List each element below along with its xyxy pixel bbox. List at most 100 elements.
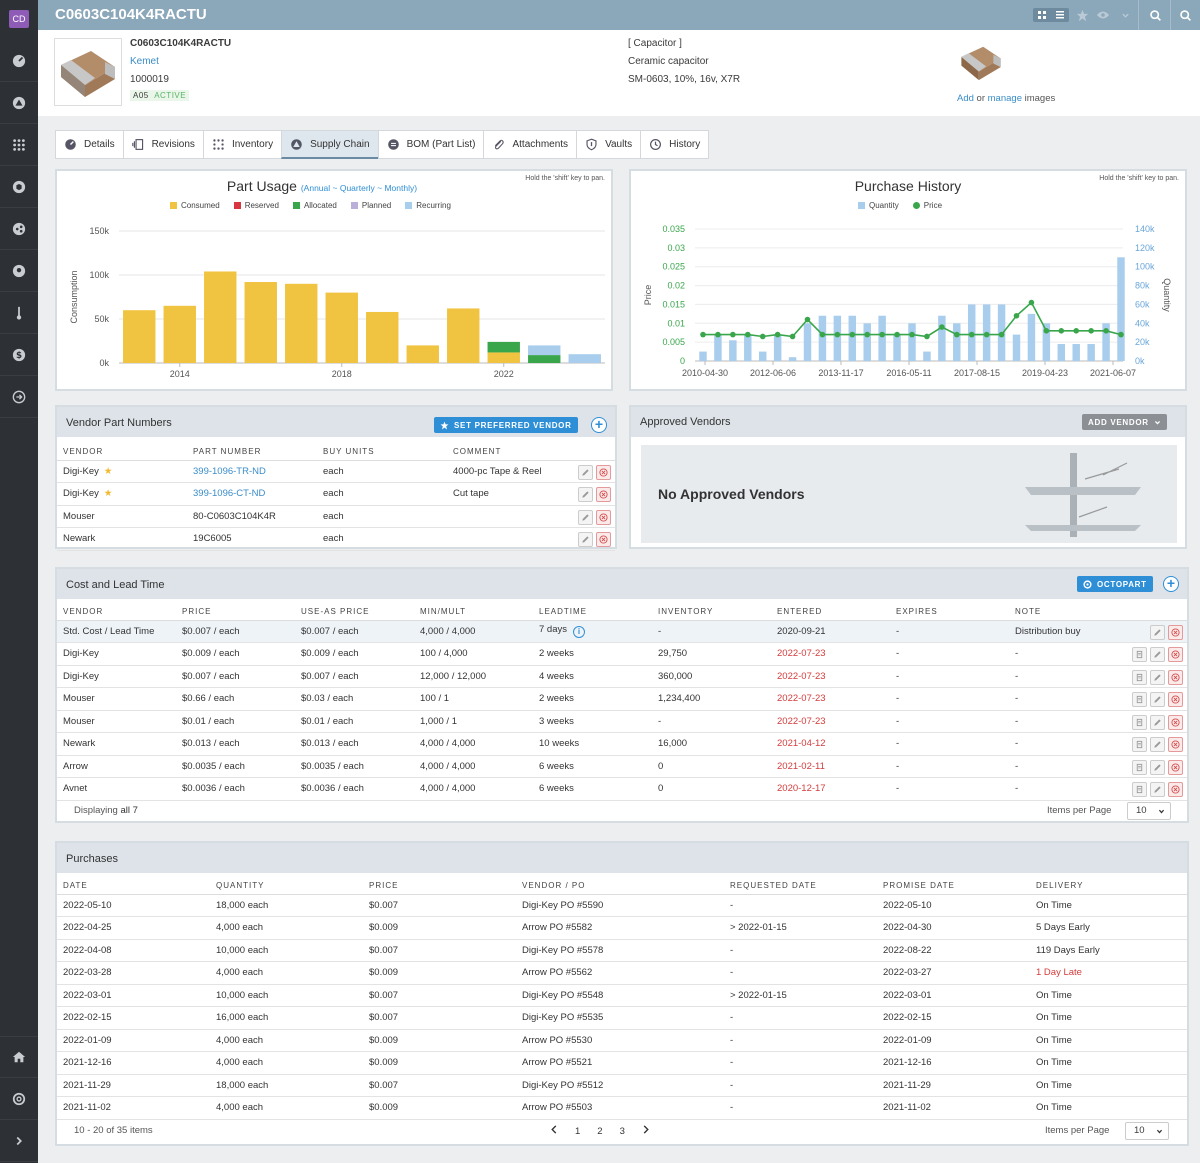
legend-item[interactable]: Planned <box>350 201 391 210</box>
price-point[interactable] <box>819 331 826 338</box>
app-badge[interactable]: CD <box>9 10 29 28</box>
part-number-link[interactable]: 399-1096-TR-ND <box>193 465 266 477</box>
column-header[interactable]: LEADTIME <box>533 603 652 621</box>
quantity-bar[interactable] <box>1027 313 1036 361</box>
price-point[interactable] <box>864 331 871 338</box>
quantity-bar[interactable] <box>1087 344 1095 361</box>
quantity-bar[interactable] <box>848 315 857 361</box>
sidebar-dashboard[interactable] <box>0 40 38 82</box>
tab-attachments[interactable]: Attachments <box>483 130 577 159</box>
search-icon[interactable] <box>1176 6 1194 24</box>
table-row[interactable]: Mouser $0.01 / each $0.01 / each 1,000 / 1 3… <box>57 710 1187 733</box>
quantity-bar[interactable] <box>818 315 827 361</box>
eye-icon[interactable] <box>1094 6 1112 24</box>
details-button[interactable] <box>1132 669 1147 685</box>
scan-search-icon[interactable] <box>1146 6 1164 24</box>
table-row[interactable]: 2022-03-01 10,000 each $0.007 Digi-Key PO #… <box>57 984 1187 1007</box>
table-row[interactable]: Mouser $0.66 / each $0.03 / each 100 / 1 2 w… <box>57 687 1187 711</box>
quantity-bar[interactable] <box>758 351 767 361</box>
column-header[interactable]: ENTERED <box>771 603 890 621</box>
bar-consumed[interactable] <box>487 352 520 363</box>
quantity-bar[interactable] <box>773 334 782 361</box>
grid-view-icon[interactable] <box>1033 8 1051 22</box>
quantity-bar[interactable] <box>699 351 707 361</box>
edit-button[interactable] <box>578 509 593 525</box>
add-vendor-part-button[interactable]: + <box>591 417 607 433</box>
quantity-bar[interactable] <box>863 323 871 361</box>
price-point[interactable] <box>939 324 945 330</box>
price-point[interactable] <box>1088 328 1094 334</box>
column-header[interactable]: USE-AS PRICE <box>295 603 414 621</box>
price-point[interactable] <box>730 331 736 338</box>
table-row[interactable]: Digi-Key $0.007 / each $0.007 / each 12,000… <box>57 665 1187 688</box>
column-header[interactable]: VENDOR <box>57 603 176 621</box>
table-row[interactable]: 2022-01-09 4,000 each $0.009 Arrow PO #5530… <box>57 1029 1187 1052</box>
quantity-bar[interactable] <box>953 323 961 361</box>
legend-item[interactable]: Reserved <box>233 201 279 210</box>
octopart-button[interactable]: OCTOPART <box>1077 576 1153 592</box>
price-point[interactable] <box>968 331 975 338</box>
delete-button[interactable] <box>596 509 611 525</box>
star-icon[interactable] <box>1073 6 1091 24</box>
price-point[interactable] <box>700 331 706 338</box>
quantity-bar[interactable] <box>788 357 797 361</box>
quantity-bar[interactable] <box>893 334 901 361</box>
edit-button[interactable] <box>1150 692 1165 707</box>
tab-vaults[interactable]: Vaults <box>576 130 641 159</box>
delete-button[interactable] <box>1168 782 1183 797</box>
quantity-bar[interactable] <box>878 315 886 361</box>
price-point[interactable] <box>774 331 781 338</box>
quantity-bar[interactable] <box>1102 323 1110 361</box>
column-header[interactable]: PART NUMBER <box>187 443 317 461</box>
delete-button[interactable] <box>1168 759 1183 775</box>
bar-recurring[interactable] <box>528 345 561 356</box>
sidebar-vendors[interactable] <box>0 250 38 292</box>
table-row[interactable]: 2022-05-10 18,000 each $0.007 Digi-Key PO #… <box>57 894 1187 917</box>
details-button[interactable] <box>1132 714 1147 730</box>
part-number-link[interactable]: 399-1096-CT-ND <box>193 488 266 500</box>
bar-consumed[interactable] <box>366 311 399 363</box>
part-thumbnail[interactable] <box>54 38 122 106</box>
table-row[interactable]: 2022-04-08 10,000 each $0.007 Digi-Key PO #… <box>57 939 1187 962</box>
price-point[interactable] <box>924 333 930 340</box>
part-image[interactable] <box>957 38 1005 86</box>
quantity-bar[interactable] <box>1057 344 1066 361</box>
set-preferred-vendor-button[interactable]: SET PREFERRED VENDOR <box>434 417 578 433</box>
details-button[interactable] <box>1132 737 1147 752</box>
bar-consumed[interactable] <box>406 345 439 363</box>
quantity-bar[interactable] <box>908 323 916 361</box>
column-header[interactable]: PRICE <box>363 877 516 895</box>
table-row[interactable]: Newark $0.013 / each $0.013 / each 4,000 / … <box>57 732 1187 756</box>
sidebar-parts[interactable] <box>0 166 38 208</box>
quantity-bar[interactable] <box>714 334 722 361</box>
quantity-bar[interactable] <box>833 315 842 361</box>
column-header[interactable]: INVENTORY <box>652 603 771 621</box>
add-images-link[interactable]: Add <box>957 93 974 104</box>
bar-consumed[interactable] <box>244 282 277 363</box>
price-point[interactable] <box>1073 328 1080 334</box>
quantity-bar[interactable] <box>1117 257 1125 361</box>
column-header[interactable]: NOTE <box>1009 603 1187 621</box>
column-header[interactable]: DELIVERY <box>1030 877 1187 895</box>
delete-button[interactable] <box>1168 647 1183 662</box>
edit-button[interactable] <box>578 487 593 502</box>
info-icon[interactable]: i <box>573 626 585 639</box>
edit-button[interactable] <box>578 532 593 547</box>
page-1-button[interactable]: 1 <box>575 1125 581 1137</box>
price-point[interactable] <box>849 331 856 338</box>
price-point[interactable] <box>804 316 811 323</box>
quantity-bar[interactable] <box>1072 344 1080 361</box>
bar-consumed[interactable] <box>285 283 318 363</box>
legend-item[interactable]: Consumed <box>170 201 220 210</box>
legend-item[interactable]: Quantity <box>858 201 899 210</box>
table-row[interactable]: Mouser 80-C0603C104K4R each <box>57 505 615 528</box>
next-page-icon[interactable] <box>642 1125 650 1137</box>
details-button[interactable] <box>1132 782 1147 797</box>
column-header[interactable]: VENDOR <box>57 443 187 461</box>
chart-subtitle[interactable]: (Annual ~ Quarterly ~ Monthly) <box>300 183 418 193</box>
edit-button[interactable] <box>1150 647 1165 662</box>
delete-button[interactable] <box>1168 669 1183 685</box>
sidebar-export[interactable] <box>0 376 38 418</box>
bar-consumed[interactable] <box>123 310 156 363</box>
quantity-bar[interactable] <box>923 351 931 361</box>
